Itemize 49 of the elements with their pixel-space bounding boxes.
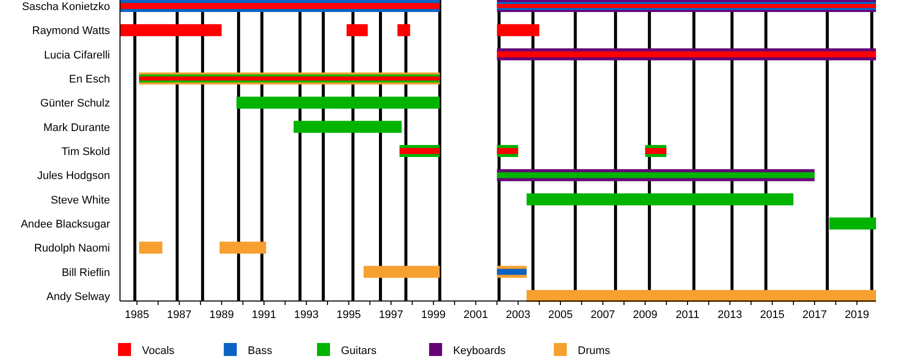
bar	[496, 148, 518, 154]
x-tick-label: 2009	[632, 309, 658, 321]
bar	[526, 193, 794, 206]
legend-label: Vocals	[142, 345, 175, 357]
y-tick-label: Mark Durante	[43, 122, 110, 134]
y-tick-label: Raymond Watts	[32, 25, 110, 38]
x-tick-label: 2001	[464, 309, 488, 321]
y-tick-label: Lucia Cifarelli	[44, 49, 110, 62]
bar	[829, 218, 876, 230]
y-tick-label: Jules Hodgson	[37, 170, 110, 182]
legend-label: Drums	[578, 345, 611, 357]
x-tick-label: 1985	[124, 309, 150, 321]
x-tick-label: 2019	[844, 309, 870, 321]
y-tick-label: Tim Skold	[62, 146, 110, 158]
y-tick-label: Günter Schulz	[40, 98, 110, 110]
x-tick-label: 2015	[760, 309, 784, 321]
x-tick-label: 1991	[252, 309, 276, 321]
legend-label: Keyboards	[453, 345, 506, 357]
x-tick-label: 2003	[506, 309, 530, 321]
y-tick-label: Steve White	[50, 194, 110, 206]
y-tick-label: En Esch	[69, 74, 110, 86]
bar	[364, 266, 440, 278]
bar	[526, 290, 876, 302]
x-tick-label: 1997	[378, 309, 404, 321]
x-tick-label: 2013	[718, 309, 742, 321]
legend-label: Guitars	[341, 345, 377, 357]
y-tick-label: Sascha Konietzko	[22, 1, 110, 13]
bar	[220, 242, 266, 254]
x-tick-label: 1993	[294, 309, 319, 321]
y-tick-label: Bill Rieflin	[62, 266, 110, 279]
bar	[294, 120, 402, 133]
bar	[400, 148, 440, 154]
y-tick-label: Rudolph Naomi	[34, 242, 110, 255]
bar	[236, 96, 440, 109]
x-tick-label: 1987	[167, 309, 192, 321]
bar	[496, 24, 540, 36]
x-tick-label: 1989	[209, 309, 234, 321]
x-tick-label: 1995	[336, 309, 361, 321]
x-tick-label: 2007	[590, 309, 616, 321]
bar	[139, 242, 162, 254]
y-tick-label: Andee Blacksugar	[20, 218, 110, 230]
bar	[496, 51, 876, 58]
x-tick-label: 1999	[421, 309, 446, 321]
bar	[120, 3, 440, 9]
y-tick-label: Andy Selway	[46, 291, 110, 303]
x-tick-label: 2017	[802, 309, 827, 321]
x-tick-label: 2005	[548, 309, 573, 321]
x-tick-label: 2011	[676, 309, 700, 321]
legend-label: Bass	[248, 345, 273, 357]
